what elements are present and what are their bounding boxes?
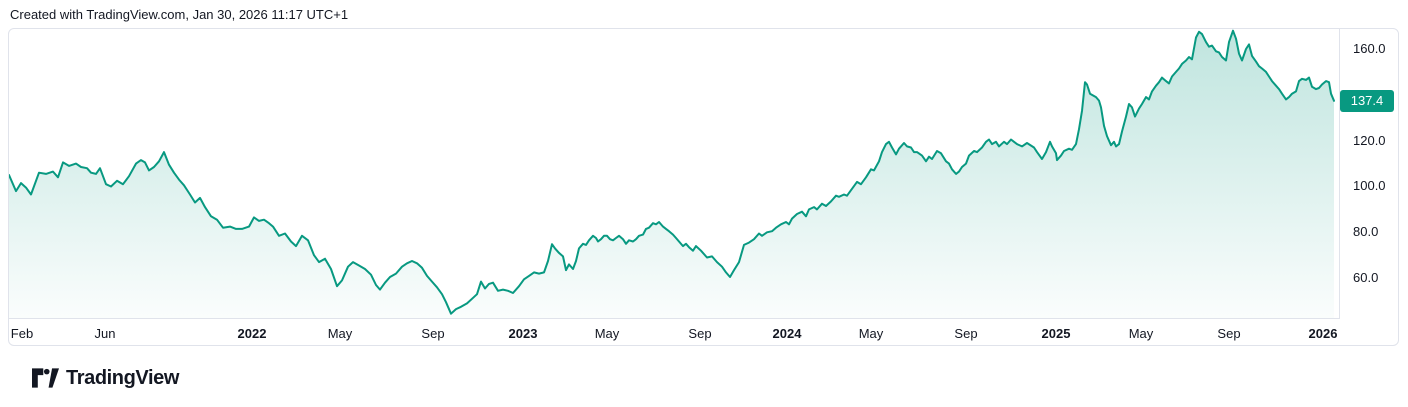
price-chart-plot[interactable] <box>9 29 1339 318</box>
x-axis-label: Sep <box>954 326 978 341</box>
x-axis-label: May <box>327 326 353 341</box>
y-axis-label: 80.0 <box>1353 224 1379 240</box>
x-axis-label: 2024 <box>772 326 802 341</box>
x-axis-label: Sep <box>421 326 445 341</box>
tradingview-logo[interactable]: TradingView <box>32 367 179 389</box>
x-axis-label: 2023 <box>508 326 538 341</box>
x-axis-label: May <box>858 326 884 341</box>
x-axis-label: 2022 <box>237 326 267 341</box>
axis-separator <box>1339 29 1340 319</box>
x-axis-label: May <box>594 326 620 341</box>
y-axis-label: 60.0 <box>1353 270 1379 286</box>
y-axis-label: 120.0 <box>1353 132 1386 148</box>
x-axis-label: May <box>1128 326 1154 341</box>
x-axis-label: 2025 <box>1041 326 1071 341</box>
last-price-badge: 137.4 <box>1340 89 1394 112</box>
x-axis-label: Feb <box>10 326 34 341</box>
tradingview-logo-text: TradingView <box>66 367 180 389</box>
attribution-text: Created with TradingView.com, Jan 30, 20… <box>10 7 349 22</box>
x-axis-label: Sep <box>688 326 712 341</box>
price-area-svg <box>9 29 1335 318</box>
tradingview-logo-icon <box>32 368 59 388</box>
x-axis-label: Sep <box>1217 326 1241 341</box>
x-axis-label: 2026 <box>1308 326 1338 341</box>
x-axis-label: Jun <box>94 326 116 341</box>
y-axis-label: 160.0 <box>1353 41 1386 56</box>
y-axis-label: 100.0 <box>1353 178 1386 194</box>
plot-bottom-border <box>9 318 1339 319</box>
